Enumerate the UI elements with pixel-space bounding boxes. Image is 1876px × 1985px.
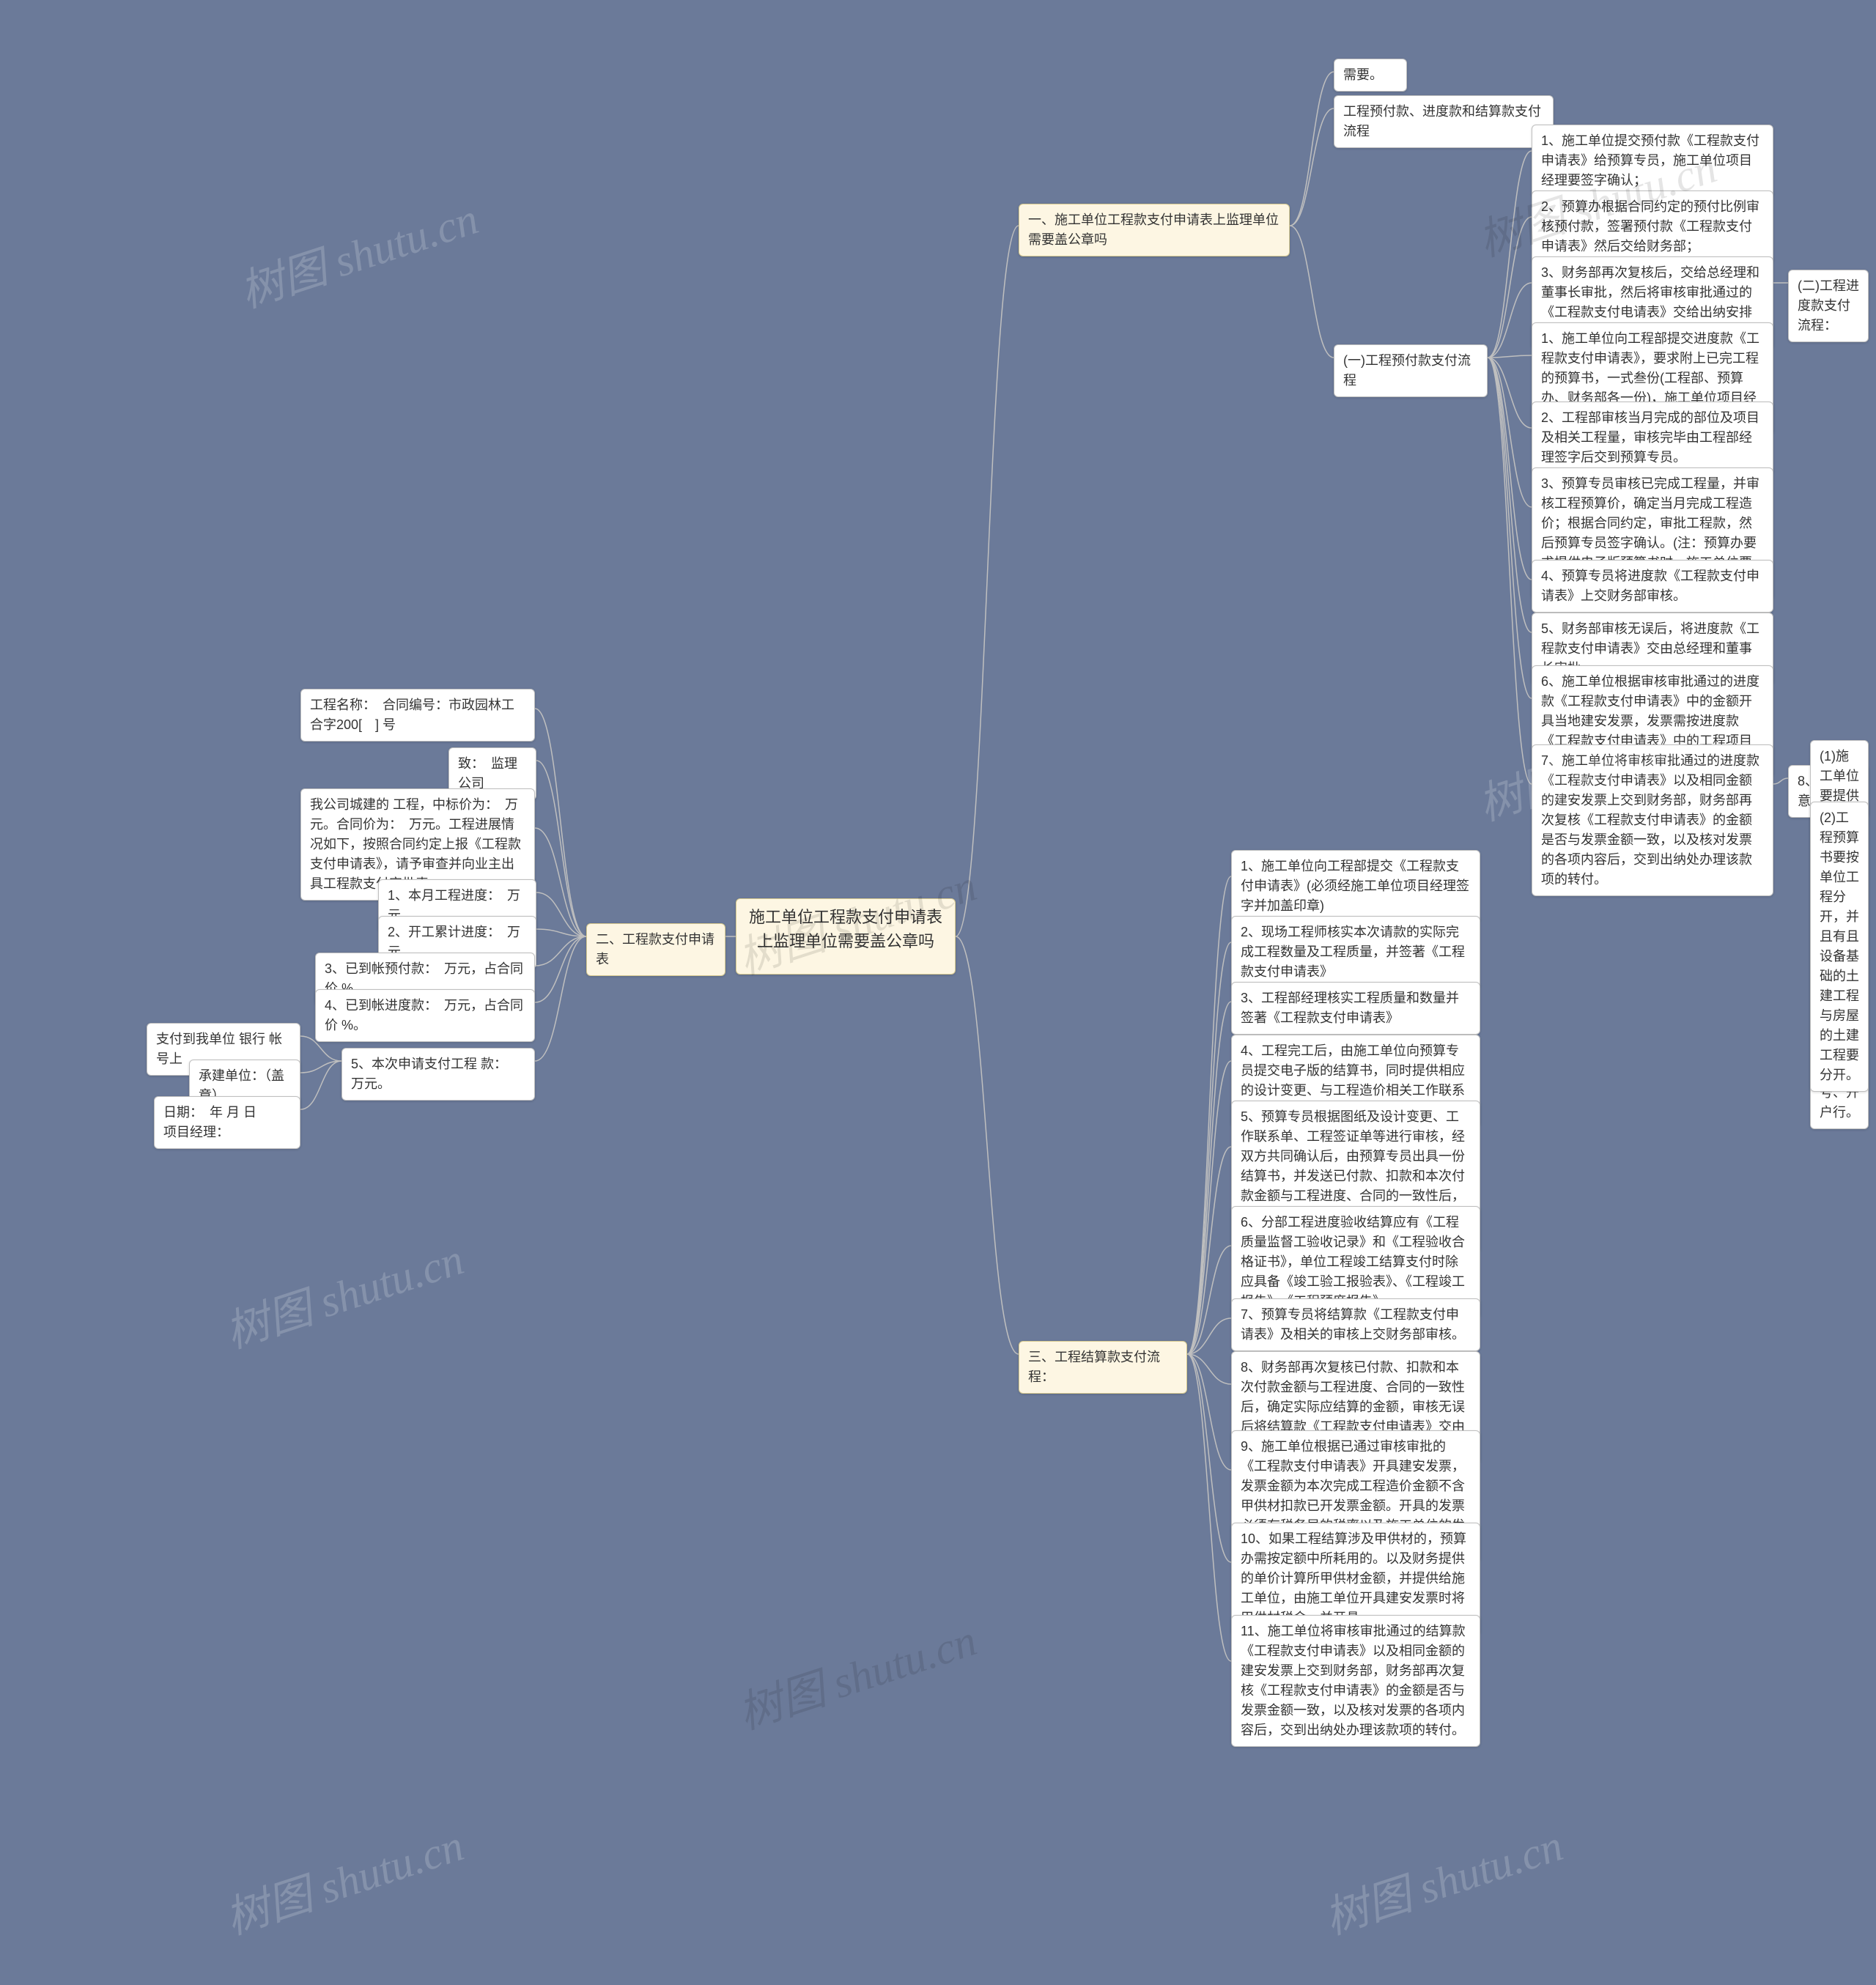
edge <box>1290 72 1334 226</box>
watermark: 树图 shutu.cn <box>216 1810 470 1947</box>
edge <box>1187 1318 1231 1354</box>
node-b1[interactable]: 一、施工单位工程款支付申请表上监理单位需要盖公章吗 <box>1019 204 1290 256</box>
node-d1[interactable]: 1、施工单位向工程部提交《工程款支付申请表》(必须经施工单位项目经理签字并加盖印… <box>1231 850 1480 923</box>
node-l7[interactable]: 4、已到帐进度款： 万元，占合同价 %。 <box>315 989 535 1042</box>
node-b3[interactable]: 三、工程结算款支付流程： <box>1019 1341 1187 1394</box>
node-l8[interactable]: 5、本次申请支付工程 款： 万元。 <box>341 1048 535 1101</box>
edge <box>300 1061 341 1073</box>
watermark: 树图 shutu.cn <box>216 1224 470 1361</box>
node-c3s[interactable]: (二)工程进度款支付流程： <box>1788 270 1869 342</box>
edge <box>535 936 586 966</box>
edge <box>1488 283 1532 358</box>
watermark: 树图 shutu.cn <box>1315 1810 1570 1947</box>
edge <box>535 936 586 1061</box>
edge <box>1187 1061 1231 1354</box>
edge <box>300 1061 341 1109</box>
edge <box>536 761 586 936</box>
edge <box>535 936 586 1002</box>
edge <box>1187 942 1231 1354</box>
node-b1b[interactable]: 工程预付款、进度款和结算款支付流程 <box>1334 95 1554 148</box>
edge <box>1488 358 1532 784</box>
edge <box>1488 217 1532 358</box>
node-d3[interactable]: 3、工程部经理核实工程质量和数量并签著《工程款支付申请表》 <box>1231 982 1480 1035</box>
edge <box>1187 1246 1231 1354</box>
edge <box>1488 358 1532 428</box>
edge <box>1290 108 1334 226</box>
edge <box>536 892 586 936</box>
edge <box>1187 1002 1231 1354</box>
edge <box>1290 226 1334 358</box>
watermark: 树图 shutu.cn <box>729 1605 983 1742</box>
edge <box>1187 876 1231 1354</box>
node-c11b[interactable]: (2)工程预算书要按单位工程分开，并且有且设备基础的土建工程与房屋的土建工程要分… <box>1810 802 1869 1092</box>
node-root[interactable]: 施工单位工程款支付申请表上监理单位需要盖公章吗 <box>736 898 956 975</box>
edge <box>1187 1354 1231 1470</box>
node-l1[interactable]: 工程名称： 合同编号：市政园林工合字200[ ] 号 <box>300 689 535 742</box>
node-b2[interactable]: 二、工程款支付申请表 <box>586 923 725 976</box>
edge <box>1187 1354 1231 1661</box>
watermark: 树图 shutu.cn <box>231 183 485 320</box>
node-c5[interactable]: 2、工程部审核当月完成的部位及项目及相关工程量，审核完毕由工程部经理签字后交到预… <box>1532 402 1773 474</box>
node-b1c[interactable]: (一)工程预付款支付流程 <box>1334 344 1488 397</box>
node-d7[interactable]: 7、预算专员将结算款《工程款支付申请表》及相关的审核上交财务部审核。 <box>1231 1298 1480 1351</box>
edge <box>1187 1147 1231 1354</box>
edge <box>1488 358 1532 632</box>
edge <box>535 709 586 936</box>
edge <box>1187 1354 1231 1384</box>
node-b1a[interactable]: 需要。 <box>1334 59 1407 92</box>
edge <box>1187 1354 1231 1562</box>
edge <box>1488 151 1532 358</box>
edge <box>1488 358 1532 698</box>
edge <box>956 936 1019 1354</box>
edge <box>1773 778 1788 784</box>
edge <box>956 226 1019 936</box>
edge <box>1488 358 1532 507</box>
edge <box>1488 358 1532 580</box>
node-d11[interactable]: 11、施工单位将审核审批通过的结算款《工程款支付申请表》以及相同金额的建安发票上… <box>1231 1615 1480 1747</box>
node-c2[interactable]: 2、预算办根据合同约定的预付比例审核预付款，签署预付款《工程款支付申请表》然后交… <box>1532 191 1773 263</box>
edge <box>536 929 586 936</box>
node-l8c[interactable]: 日期： 年 月 日 项目经理： <box>154 1096 300 1149</box>
node-c7[interactable]: 4、预算专员将进度款《工程款支付申请表》上交财务部审核。 <box>1532 560 1773 613</box>
edge <box>535 828 586 936</box>
node-c10[interactable]: 7、施工单位将审核审批通过的进度款《工程款支付申请表》以及相同金额的建安发票上交… <box>1532 744 1773 896</box>
edge <box>1488 355 1532 358</box>
node-c1[interactable]: 1、施工单位提交预付款《工程款支付申请表》给预算专员，施工单位项目经理要签字确认… <box>1532 125 1773 197</box>
node-d2[interactable]: 2、现场工程师核实本次请款的实际完成工程数量及工程质量，并签著《工程款支付申请表… <box>1231 916 1480 988</box>
